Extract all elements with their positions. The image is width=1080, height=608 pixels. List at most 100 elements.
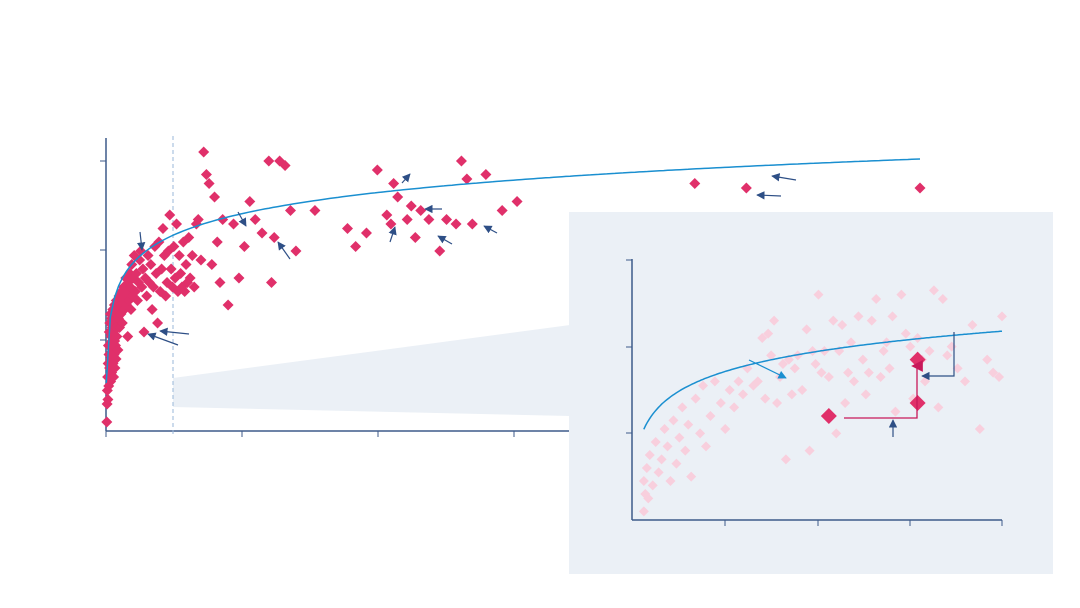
data-point — [175, 268, 187, 279]
faded-data-point — [720, 424, 731, 434]
data-point — [455, 155, 467, 167]
faded-data-point — [933, 402, 944, 413]
faded-data-point — [905, 341, 916, 352]
faded-data-point — [866, 315, 877, 326]
faded-data-point — [878, 346, 889, 356]
data-point — [441, 214, 453, 225]
faded-data-point — [853, 311, 864, 322]
faded-data-point — [960, 376, 970, 387]
data-point — [405, 200, 417, 212]
data-point — [180, 259, 192, 270]
faded-data-point — [860, 389, 871, 400]
data-point — [134, 254, 146, 266]
data-point — [156, 263, 168, 275]
data-point — [211, 236, 223, 248]
faded-data-point — [807, 346, 818, 356]
data-point — [195, 254, 207, 266]
data-point — [160, 290, 172, 302]
faded-data-point — [967, 320, 978, 330]
data-point — [244, 196, 256, 207]
data-point — [145, 259, 157, 270]
data-point — [130, 268, 142, 279]
faded-data-point — [924, 346, 935, 356]
data-point — [141, 290, 153, 302]
faded-data-point — [789, 363, 800, 374]
data-point — [142, 250, 154, 261]
data-point — [233, 272, 245, 284]
data-point — [228, 218, 240, 230]
data-point — [138, 326, 150, 338]
faded-data-point — [828, 315, 839, 326]
inset-callouts — [748, 332, 955, 437]
faded-data-point — [843, 367, 854, 378]
faded-data-point — [662, 441, 673, 452]
faded-data-point — [982, 354, 993, 365]
data-point — [496, 205, 508, 216]
callout-step-line — [844, 360, 923, 419]
data-point — [466, 218, 478, 230]
data-point — [112, 344, 124, 356]
data-point — [689, 178, 701, 189]
data-point — [461, 173, 473, 185]
main-scatter-chart — [100, 136, 926, 437]
data-point — [111, 331, 123, 342]
faded-data-point — [777, 359, 788, 369]
faded-data-point — [900, 328, 911, 339]
annotation-arrow — [401, 173, 411, 184]
data-point — [125, 304, 137, 315]
main-trend-line — [105, 158, 921, 383]
data-point — [268, 232, 280, 243]
data-point — [511, 196, 523, 207]
data-point — [110, 353, 122, 365]
faded-data-point — [709, 376, 720, 387]
data-point — [165, 263, 177, 275]
inset-x-ticks — [724, 520, 1003, 526]
faded-data-point — [813, 289, 824, 300]
data-point — [129, 286, 141, 297]
faded-data-point — [857, 354, 868, 365]
data-point — [341, 223, 353, 234]
faded-data-point — [849, 376, 859, 387]
data-point — [350, 241, 362, 252]
annotation-arrow — [136, 231, 146, 251]
zoom-funnel — [173, 325, 570, 416]
data-point — [171, 218, 183, 230]
data-point — [381, 209, 393, 221]
faded-data-point — [801, 324, 812, 335]
annotation-arrow — [388, 226, 397, 243]
faded-data-point — [656, 454, 667, 465]
faded-data-point — [840, 398, 851, 408]
data-point — [392, 191, 404, 203]
inset-scatter-chart — [626, 259, 1007, 526]
faded-data-point — [757, 333, 768, 343]
data-point — [121, 299, 133, 311]
faded-data-point — [831, 428, 842, 439]
faded-data-point — [643, 493, 654, 504]
data-point — [188, 281, 200, 293]
data-point — [152, 317, 164, 329]
faded-data-point — [686, 471, 697, 482]
callout-bracket-arrow — [921, 332, 955, 381]
inset-panel — [569, 212, 1053, 574]
faded-data-point — [729, 402, 740, 413]
data-point — [290, 245, 302, 257]
data-point — [101, 416, 113, 428]
faded-data-point — [760, 393, 771, 404]
data-point — [371, 164, 383, 176]
faded-data-point — [738, 389, 748, 400]
annotation-arrow — [147, 332, 179, 346]
data-point — [109, 362, 121, 374]
faded-data-point — [647, 480, 658, 491]
data-point — [164, 209, 176, 221]
data-point — [249, 214, 261, 225]
data-point — [118, 281, 130, 293]
data-point — [184, 272, 196, 284]
faded-data-point — [641, 463, 652, 473]
data-point — [200, 169, 212, 180]
faded-data-point — [724, 385, 735, 395]
data-point — [360, 227, 372, 239]
data-point — [186, 250, 198, 261]
faded-data-point — [772, 398, 783, 408]
faded-data-point — [644, 450, 655, 460]
faded-data-point — [780, 454, 791, 465]
